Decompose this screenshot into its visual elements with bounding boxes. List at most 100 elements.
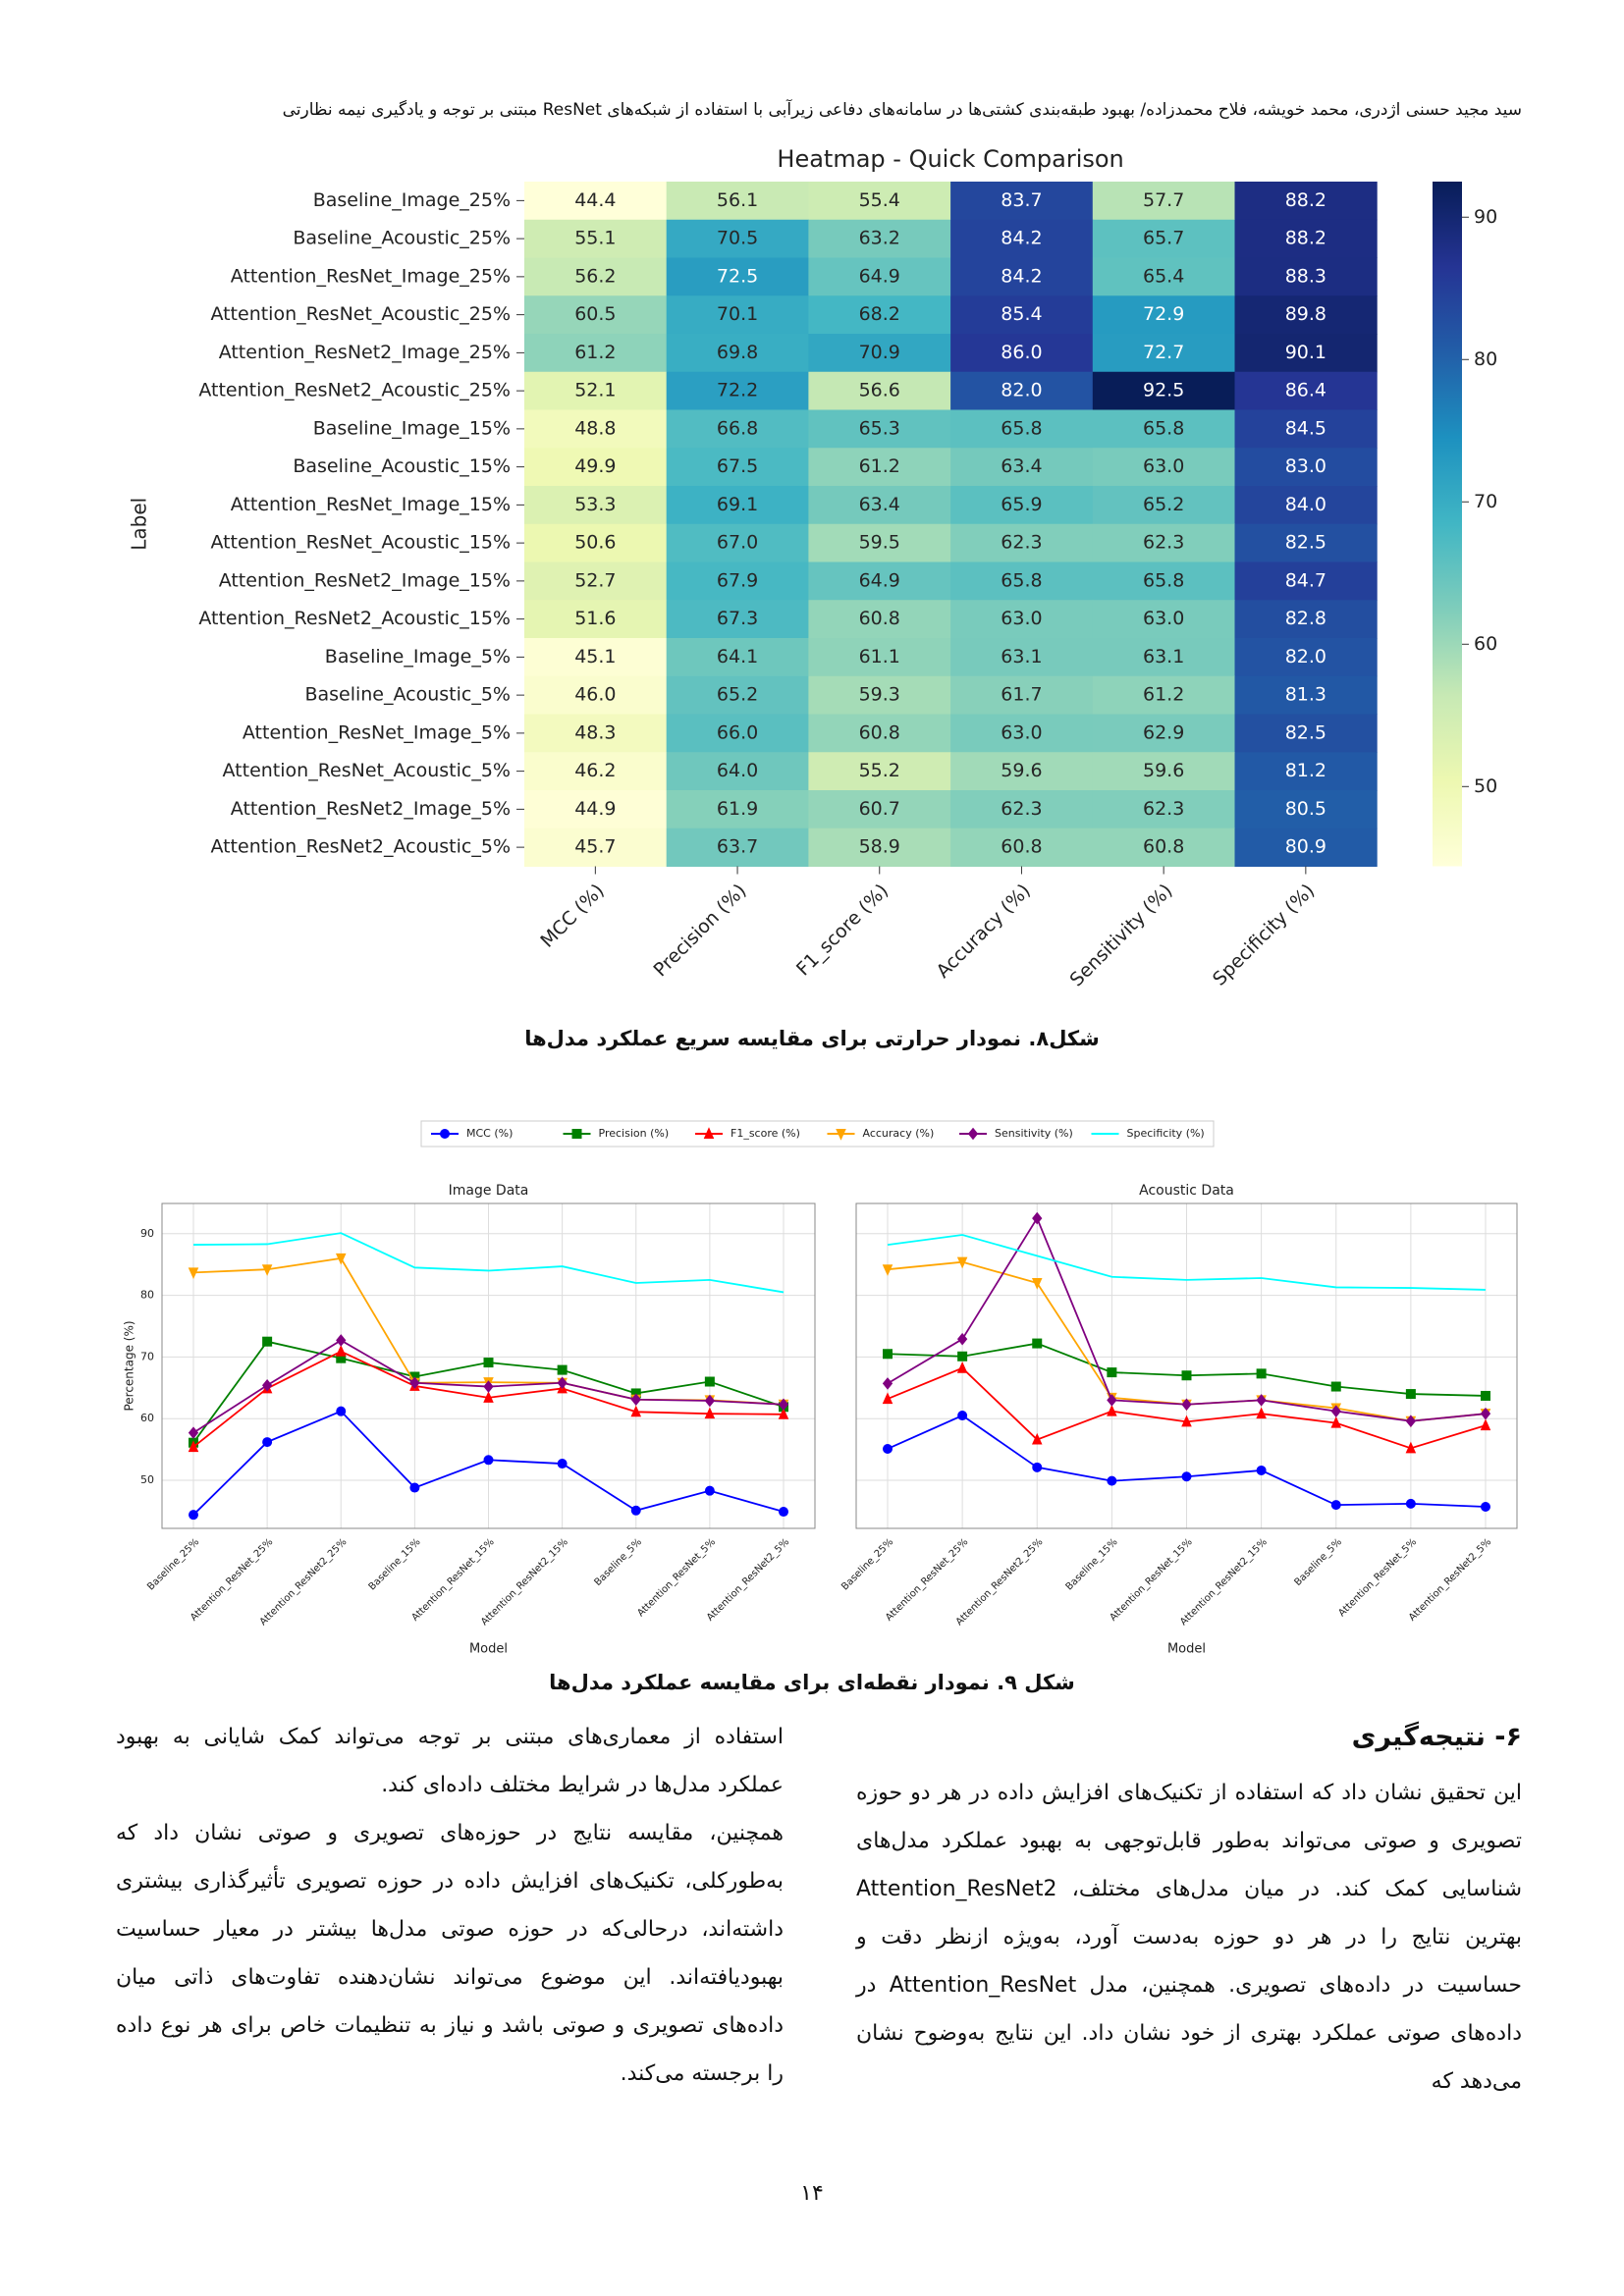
- point: [1032, 1338, 1043, 1349]
- column-label: F1_score (%): [792, 880, 893, 980]
- cell-label: 60.7: [859, 798, 900, 820]
- heatmap-cell: [1092, 752, 1235, 791]
- cell-label: 72.7: [1143, 342, 1184, 363]
- heatmap-cell: [950, 561, 1094, 601]
- heatmap-cell: [524, 182, 668, 221]
- point: [336, 1406, 347, 1416]
- row-label: Baseline_Acoustic_15%: [293, 455, 511, 477]
- point: [1031, 1278, 1043, 1290]
- plot-frame: [161, 1202, 816, 1529]
- point: [1480, 1407, 1491, 1420]
- point: [1181, 1370, 1192, 1381]
- point: [956, 1256, 968, 1269]
- colorbar-tick-label: 60: [1474, 633, 1497, 655]
- heatmap-cell: [950, 790, 1094, 829]
- colorbar-tick-label: 90: [1474, 206, 1497, 228]
- page-number: ۱۴: [800, 2181, 824, 2206]
- heatmap-cell: [950, 219, 1094, 258]
- heatmap-cell: [950, 600, 1094, 639]
- cell-label: 63.0: [1001, 721, 1042, 743]
- heatmap-cell: [950, 182, 1094, 221]
- heatmap-cell: [1234, 638, 1378, 677]
- cell-label: 56.6: [859, 380, 900, 401]
- cell-label: 84.0: [1285, 494, 1326, 515]
- y-axis-label: Percentage (%): [123, 1320, 136, 1411]
- point: [630, 1405, 642, 1417]
- point: [261, 1378, 273, 1392]
- cell-label: 61.1: [859, 646, 900, 667]
- point: [557, 1376, 568, 1390]
- cell-label: 52.7: [574, 569, 616, 591]
- point: [336, 1334, 347, 1347]
- point: [261, 1264, 273, 1276]
- heatmap-cell: [666, 371, 809, 410]
- point: [1181, 1398, 1192, 1412]
- figure-caption: شکل ۹. نمودار نقطه‌ای برای مقایسه عملکرد…: [549, 1671, 1075, 1694]
- x-tick-label: Attention_ResNet2_25%: [258, 1536, 350, 1628]
- cell-label: 80.9: [1285, 836, 1326, 858]
- heatmap-cell: [1092, 182, 1235, 221]
- heatmap-cell: [524, 295, 668, 335]
- row-label: Baseline_Acoustic_5%: [304, 684, 511, 706]
- cell-label: 51.6: [574, 608, 616, 629]
- cell-label: 88.2: [1285, 228, 1326, 249]
- cell-label: 62.3: [1001, 532, 1042, 554]
- cell-label: 61.7: [1001, 684, 1042, 706]
- cell-label: 49.9: [574, 455, 616, 477]
- chart-title: Heatmap - Quick Comparison: [777, 145, 1123, 173]
- heatmap-cell: [666, 790, 809, 829]
- x-tick-label: Attention_ResNet_15%: [409, 1536, 496, 1623]
- heatmap-cell: [950, 752, 1094, 791]
- cell-label: 88.3: [1285, 265, 1326, 287]
- cell-label: 68.2: [859, 303, 900, 325]
- cell-label: 63.1: [1001, 646, 1042, 667]
- cell-label: 70.5: [717, 228, 758, 249]
- point: [557, 1364, 568, 1375]
- point: [1405, 1498, 1416, 1509]
- point: [335, 1345, 347, 1357]
- point: [409, 1482, 420, 1493]
- cell-label: 62.3: [1001, 798, 1042, 820]
- heatmap-cell: [524, 752, 668, 791]
- point: [189, 1510, 198, 1521]
- heatmap-cell: [808, 219, 951, 258]
- heatmap-cell: [1234, 752, 1378, 791]
- x-tick-label: Attention_ResNet2_15%: [479, 1536, 570, 1628]
- point: [483, 1455, 494, 1466]
- point: [262, 1437, 273, 1448]
- cell-label: 67.5: [717, 455, 758, 477]
- heatmap-cell: [1092, 219, 1235, 258]
- heatmap-cell: [1092, 334, 1235, 373]
- point: [704, 1394, 716, 1408]
- y-axis-label: Label: [128, 498, 151, 551]
- cell-label: 58.9: [859, 836, 900, 858]
- cell-label: 56.2: [574, 265, 616, 287]
- heatmap-cell: [950, 257, 1094, 296]
- x-tick-label: Attention_ResNet2_5%: [705, 1536, 791, 1623]
- x-tick-label: Attention_ResNet_15%: [1108, 1536, 1194, 1623]
- cell-label: 63.1: [1143, 646, 1184, 667]
- colorbar-tick-label: 80: [1474, 348, 1497, 370]
- cell-label: 62.3: [1143, 532, 1184, 554]
- heatmap-cell: [950, 409, 1094, 449]
- row-label: Attention_ResNet2_Acoustic_5%: [210, 836, 511, 858]
- panel-title: Acoustic Data: [1139, 1183, 1234, 1199]
- heatmap-cell: [666, 448, 809, 487]
- heatmap-cell: [1092, 714, 1235, 753]
- heatmap-cell: [1234, 790, 1378, 829]
- point: [882, 1264, 893, 1276]
- x-tick-label: Baseline_15%: [1064, 1536, 1120, 1592]
- y-tick-label: 70: [140, 1350, 154, 1362]
- heatmap-cell: [666, 600, 809, 639]
- cell-label: 81.3: [1285, 684, 1326, 706]
- cell-label: 55.2: [859, 760, 900, 781]
- heatmap-cell: [1234, 182, 1378, 221]
- cell-label: 81.2: [1285, 760, 1326, 781]
- cell-label: 63.0: [1001, 608, 1042, 629]
- cell-label: 62.3: [1143, 798, 1184, 820]
- point: [1330, 1415, 1342, 1428]
- legend-label: MCC (%): [466, 1127, 513, 1140]
- cell-label: 61.9: [717, 798, 758, 820]
- x-tick-label: Attention_ResNet_25%: [189, 1536, 275, 1623]
